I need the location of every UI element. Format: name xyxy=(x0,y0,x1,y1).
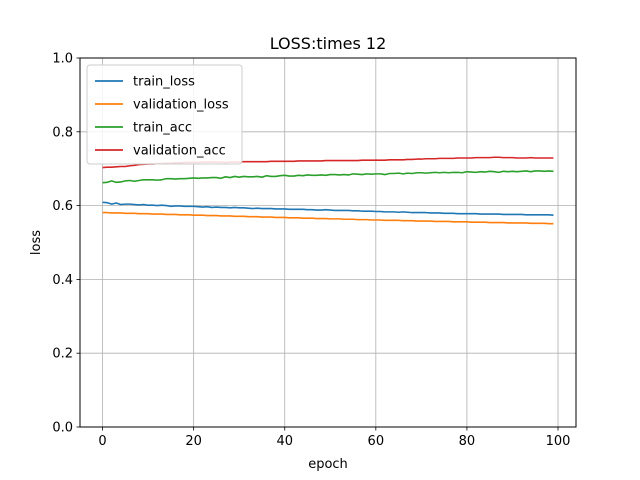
x-tick-label: 20 xyxy=(185,434,202,449)
y-axis-label: loss xyxy=(29,230,44,255)
chart-title: LOSS:times 12 xyxy=(270,34,387,53)
x-tick-label: 0 xyxy=(98,434,106,449)
x-axis-label: epoch xyxy=(308,457,348,472)
y-tick-label: 0.6 xyxy=(52,199,73,214)
y-tick-label: 0.2 xyxy=(52,347,73,362)
y-tick-label: 0.8 xyxy=(52,125,73,140)
series-line-train-acc xyxy=(102,170,554,184)
legend-label-validation-acc: validation_acc xyxy=(133,144,226,159)
legend-label-train-loss: train_loss xyxy=(133,75,195,90)
x-tick-label: 40 xyxy=(276,434,293,449)
legend: train_loss validation_loss train_accvalida… xyxy=(86,64,243,165)
series-line-train-loss xyxy=(102,201,554,216)
y-tick-label: 1.0 xyxy=(52,52,73,67)
legend-box xyxy=(86,64,243,165)
x-tick-label: 80 xyxy=(459,434,476,449)
x-tick-label: 100 xyxy=(546,434,571,449)
y-tick-label: 0.0 xyxy=(52,421,73,436)
legend-label-validation-loss: validation_loss xyxy=(133,98,229,113)
series-line-validation-loss xyxy=(102,211,554,225)
plot-frame xyxy=(79,57,577,428)
grid xyxy=(80,57,576,428)
legend-label-train-acc: train_acc xyxy=(133,121,192,136)
x-tick-label: 60 xyxy=(368,434,385,449)
axis-ticks: 0 20 40 60 80 100 0.0 0.2 0.4 0.6 0.8 1.0 xyxy=(52,52,570,450)
y-tick-label: 0.4 xyxy=(52,273,73,288)
